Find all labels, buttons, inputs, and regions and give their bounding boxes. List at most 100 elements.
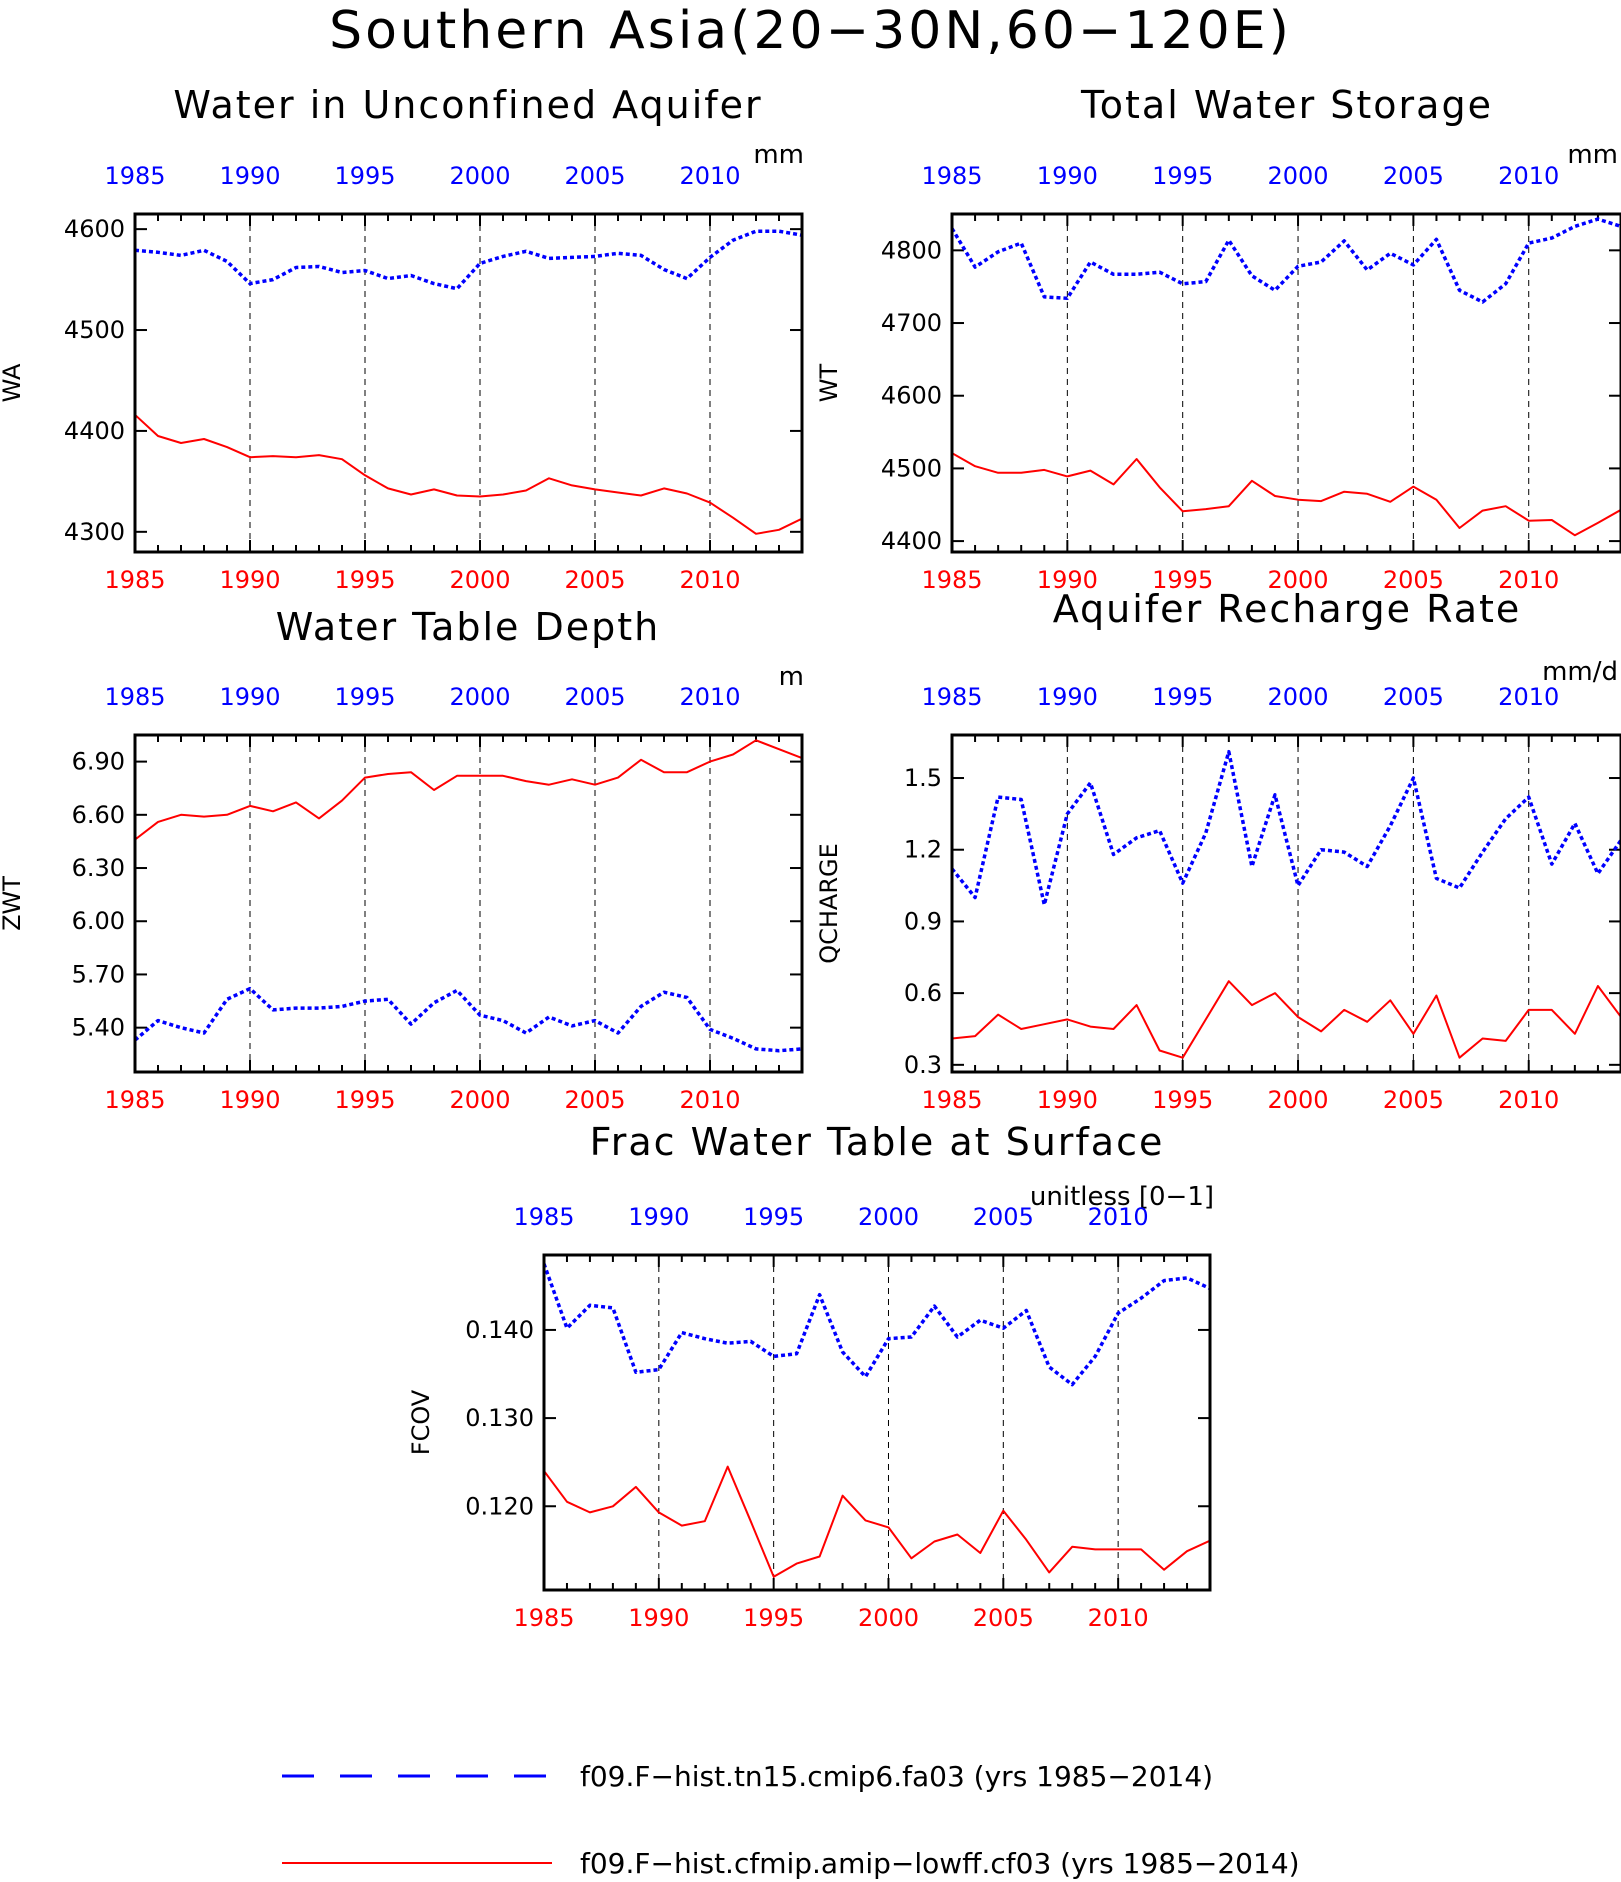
x-tick-label-bottom: 2010 xyxy=(679,566,740,594)
x-tick-label-top: 2005 xyxy=(1383,683,1444,711)
y-tick-label: 4600 xyxy=(64,215,125,243)
series-line-solid-red xyxy=(952,452,1621,537)
panel-water-in-unconfined-aquifer: Water in Unconfined Aquifer mm 4300 4400 450… xyxy=(0,83,804,594)
x-tick-label-bottom: 2000 xyxy=(449,1086,510,1114)
x-tick-label-top: 1990 xyxy=(219,683,280,711)
x-tick-label-top: 1985 xyxy=(104,162,165,190)
x-tick-label-top: 1985 xyxy=(513,1203,574,1231)
y-tick-label: 4300 xyxy=(64,518,125,546)
x-tick-label-top: 2000 xyxy=(858,1203,919,1231)
x-tick-label-top: 1995 xyxy=(1152,162,1213,190)
y-tick-label: 0.130 xyxy=(465,1404,534,1432)
series-line-dashed-blue xyxy=(952,749,1621,907)
x-tick-label-top: 1990 xyxy=(1037,162,1098,190)
x-tick-label-bottom: 2010 xyxy=(1498,566,1559,594)
x-tick-label-bottom: 1985 xyxy=(921,566,982,594)
x-tick-label-bottom: 1990 xyxy=(219,566,280,594)
x-tick-label-top: 2000 xyxy=(1267,683,1328,711)
legend: f09.F−hist.tn15.cmip6.fa03 (yrs 1985−201… xyxy=(282,1760,1300,1880)
x-tick-label-bottom: 1985 xyxy=(104,1086,165,1114)
x-tick-label-top: 1985 xyxy=(104,683,165,711)
y-axis-label: QCHARGE xyxy=(815,843,843,964)
series-line-dashed-blue xyxy=(135,986,802,1053)
y-axis-label: WT xyxy=(815,363,843,402)
y-tick-label: 4800 xyxy=(881,236,942,264)
panel-frac-water-table-at-surface: Frac Water Table at Surface unitless [0−1… xyxy=(407,1120,1214,1632)
x-tick-label-bottom: 2010 xyxy=(1088,1604,1149,1632)
legend-label-solid: f09.F−hist.cfmip.amip−lowff.cf03 (yrs 19… xyxy=(580,1847,1300,1880)
x-tick-label-top: 2010 xyxy=(679,162,740,190)
panel-title: Frac Water Table at Surface xyxy=(590,1120,1165,1164)
x-tick-label-bottom: 1995 xyxy=(1152,566,1213,594)
x-tick-label-bottom: 2010 xyxy=(679,1086,740,1114)
series-line-solid-red xyxy=(544,1465,1210,1578)
panel-total-water-storage: Total Water Storage mm 4400 4500 4600 4700 480… xyxy=(815,83,1621,594)
x-tick-label-bottom: 2005 xyxy=(1383,1086,1444,1114)
y-axis-label: FCOV xyxy=(407,1389,435,1455)
y-tick-label: 5.40 xyxy=(72,1014,125,1042)
x-tick-label-bottom: 2000 xyxy=(858,1604,919,1632)
y-axis-label: WA xyxy=(0,363,26,402)
x-tick-label-bottom: 1995 xyxy=(334,566,395,594)
x-tick-label-bottom: 1995 xyxy=(743,1604,804,1632)
x-tick-label-top: 1995 xyxy=(334,683,395,711)
x-tick-label-bottom: 1990 xyxy=(628,1604,689,1632)
plot-frame xyxy=(950,212,1621,554)
plot-frame xyxy=(133,733,804,1074)
y-tick-label: 5.70 xyxy=(72,960,125,988)
y-tick-label: 4400 xyxy=(64,417,125,445)
panel-title: Water in Unconfined Aquifer xyxy=(173,83,762,127)
x-tick-label-bottom: 2010 xyxy=(1498,1086,1559,1114)
x-tick-label-bottom: 2000 xyxy=(449,566,510,594)
y-tick-label: 1.2 xyxy=(904,836,942,864)
panel-title: Water Table Depth xyxy=(276,605,661,649)
y-axis-label: ZWT xyxy=(0,876,26,931)
x-tick-label-top: 2005 xyxy=(1383,162,1444,190)
x-tick-label-top: 1985 xyxy=(921,683,982,711)
y-tick-label: 6.60 xyxy=(72,801,125,829)
x-tick-label-top: 2005 xyxy=(973,1203,1034,1231)
y-tick-label: 1.5 xyxy=(904,764,942,792)
x-tick-label-top: 1990 xyxy=(219,162,280,190)
series-line-dashed-blue xyxy=(135,229,802,291)
series-line-dashed-blue xyxy=(544,1263,1210,1387)
x-tick-label-top: 2010 xyxy=(1498,162,1559,190)
x-tick-label-bottom: 2005 xyxy=(564,1086,625,1114)
series-line-solid-red xyxy=(135,739,802,841)
plot-frame xyxy=(950,733,1621,1074)
x-tick-label-top: 1990 xyxy=(1037,683,1098,711)
panel-unit: mm xyxy=(753,140,804,170)
x-tick-label-bottom: 1995 xyxy=(334,1086,395,1114)
y-tick-label: 0.3 xyxy=(904,1051,942,1079)
page-title: Southern Asia(20−30N,60−120E) xyxy=(329,1,1292,61)
x-tick-label-bottom: 1985 xyxy=(513,1604,574,1632)
x-tick-label-bottom: 1990 xyxy=(1037,1086,1098,1114)
x-tick-label-top: 2010 xyxy=(1088,1203,1149,1231)
x-tick-label-bottom: 1985 xyxy=(104,566,165,594)
series-line-dashed-blue xyxy=(952,217,1621,304)
x-tick-label-bottom: 2000 xyxy=(1267,1086,1328,1114)
chart-panels: Water in Unconfined Aquifer mm 4300 4400 450… xyxy=(0,83,1621,1632)
panel-title: Total Water Storage xyxy=(1080,83,1493,127)
y-tick-label: 0.9 xyxy=(904,907,942,935)
x-tick-label-top: 2000 xyxy=(1267,162,1328,190)
panel-water-table-depth: Water Table Depth m 5.40 5.70 6.00 6.30 6.60 6.… xyxy=(0,605,804,1114)
y-tick-label: 4400 xyxy=(881,527,942,555)
x-tick-label-bottom: 1990 xyxy=(1037,566,1098,594)
y-tick-label: 6.30 xyxy=(72,854,125,882)
y-tick-label: 6.00 xyxy=(72,907,125,935)
x-tick-label-bottom: 2005 xyxy=(1383,566,1444,594)
series-line-solid-red xyxy=(952,980,1621,1059)
y-tick-label: 0.6 xyxy=(904,979,942,1007)
legend-label-dashed: f09.F−hist.tn15.cmip6.fa03 (yrs 1985−201… xyxy=(580,1760,1213,1793)
x-tick-label-top: 2000 xyxy=(449,683,510,711)
x-tick-label-top: 2005 xyxy=(564,162,625,190)
y-tick-label: 4500 xyxy=(881,454,942,482)
x-tick-label-bottom: 1995 xyxy=(1152,1086,1213,1114)
panel-unit: unitless [0−1] xyxy=(1030,1182,1214,1212)
x-tick-label-top: 1985 xyxy=(921,162,982,190)
panel-unit: mm xyxy=(1567,140,1618,170)
panel-unit: m xyxy=(779,662,804,692)
y-tick-label: 4600 xyxy=(881,382,942,410)
